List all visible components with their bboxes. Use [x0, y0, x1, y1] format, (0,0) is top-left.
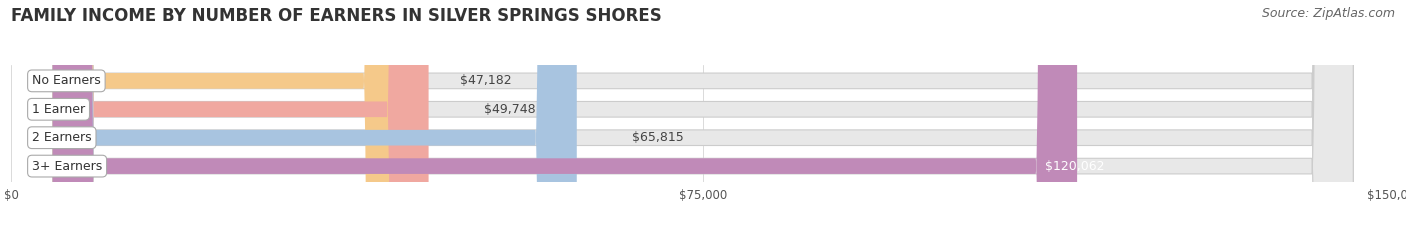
FancyBboxPatch shape — [53, 0, 1353, 233]
FancyBboxPatch shape — [53, 0, 429, 233]
Text: $47,182: $47,182 — [460, 74, 512, 87]
Text: $120,062: $120,062 — [1045, 160, 1105, 173]
FancyBboxPatch shape — [53, 0, 1353, 233]
FancyBboxPatch shape — [53, 0, 405, 233]
Text: 2 Earners: 2 Earners — [32, 131, 91, 144]
FancyBboxPatch shape — [53, 0, 1353, 233]
Text: 3+ Earners: 3+ Earners — [32, 160, 103, 173]
FancyBboxPatch shape — [53, 0, 1353, 233]
Text: Source: ZipAtlas.com: Source: ZipAtlas.com — [1261, 7, 1395, 20]
FancyBboxPatch shape — [53, 0, 576, 233]
Text: $65,815: $65,815 — [633, 131, 683, 144]
Text: $49,748: $49,748 — [484, 103, 536, 116]
Text: FAMILY INCOME BY NUMBER OF EARNERS IN SILVER SPRINGS SHORES: FAMILY INCOME BY NUMBER OF EARNERS IN SI… — [11, 7, 662, 25]
Text: No Earners: No Earners — [32, 74, 101, 87]
Text: 1 Earner: 1 Earner — [32, 103, 86, 116]
FancyBboxPatch shape — [53, 0, 1077, 233]
